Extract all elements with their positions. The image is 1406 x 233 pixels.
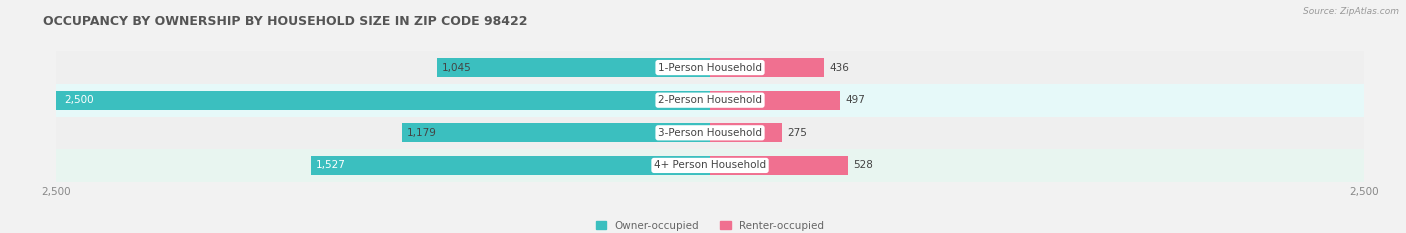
Text: 275: 275: [787, 128, 807, 138]
Bar: [437, 58, 710, 77]
Text: Source: ZipAtlas.com: Source: ZipAtlas.com: [1303, 7, 1399, 16]
Text: 497: 497: [845, 95, 865, 105]
Text: 4+ Person Household: 4+ Person Household: [654, 161, 766, 170]
Bar: [402, 123, 710, 142]
Text: OCCUPANCY BY OWNERSHIP BY HOUSEHOLD SIZE IN ZIP CODE 98422: OCCUPANCY BY OWNERSHIP BY HOUSEHOLD SIZE…: [44, 15, 527, 28]
Bar: [56, 91, 710, 110]
Text: 1,179: 1,179: [406, 128, 437, 138]
Text: 1,527: 1,527: [316, 161, 346, 170]
Bar: [311, 156, 710, 175]
Text: 3-Person Household: 3-Person Household: [658, 128, 762, 138]
Text: 1-Person Household: 1-Person Household: [658, 63, 762, 72]
Bar: [56, 51, 1364, 84]
Bar: [56, 116, 1364, 149]
Text: 1,045: 1,045: [441, 63, 472, 72]
Legend: Owner-occupied, Renter-occupied: Owner-occupied, Renter-occupied: [592, 217, 828, 233]
Bar: [710, 156, 848, 175]
Text: 528: 528: [853, 161, 873, 170]
Text: 2-Person Household: 2-Person Household: [658, 95, 762, 105]
Bar: [710, 91, 839, 110]
Text: 436: 436: [830, 63, 849, 72]
Bar: [56, 84, 1364, 116]
Bar: [56, 149, 1364, 182]
Bar: [710, 58, 824, 77]
Text: 2,500: 2,500: [65, 95, 94, 105]
Bar: [710, 123, 782, 142]
